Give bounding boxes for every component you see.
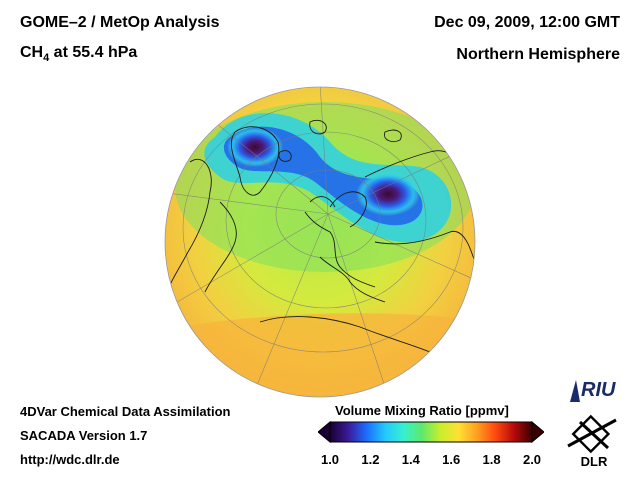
map-subtitle: CH4 at 55.4 hPa	[20, 44, 137, 64]
colorbar-tick-label: 1.0	[320, 452, 340, 467]
colorbar-tick-label: 1.2	[361, 452, 380, 467]
coastlines	[165, 119, 475, 397]
colorbar-min-arrow	[318, 421, 331, 443]
hemisphere-map	[164, 86, 476, 398]
map-title: GOME–2 / MetOp Analysis	[20, 14, 220, 31]
dlr-logo-mark	[567, 414, 617, 454]
footer-method: 4DVar Chemical Data Assimilation	[20, 404, 231, 419]
riu-logo: RIU	[570, 379, 616, 402]
species-subscript: 4	[43, 52, 50, 65]
globe-outline	[164, 86, 476, 398]
colorbar-title: Volume Mixing Ratio [ppmv]	[335, 403, 509, 418]
colorbar-tick-label: 1.6	[442, 452, 461, 467]
colorbar-tick-label: 1.8	[482, 452, 501, 467]
species-name: CH	[20, 44, 44, 61]
colorbar-gradient	[329, 421, 533, 443]
dlr-logo: DLR	[567, 414, 617, 469]
graticule	[165, 87, 475, 397]
riu-logo-text: RIU	[581, 379, 616, 401]
region-label: Northern Hemisphere	[456, 46, 620, 63]
vortex-center-west	[227, 127, 283, 167]
tropical-band	[165, 313, 475, 397]
colorbar-tick-label: 1.4	[401, 452, 420, 467]
footer-version: SACADA Version 1.7	[20, 428, 148, 443]
riu-logo-mark	[570, 380, 580, 402]
footer-url: http://wdc.dlr.de	[20, 452, 120, 467]
datetime-label: Dec 09, 2009, 12:00 GMT	[434, 14, 620, 31]
colorbar	[318, 421, 544, 443]
colorbar-tick-label: 2.0	[522, 452, 542, 467]
dlr-logo-text: DLR	[581, 454, 608, 469]
vortex-center-east	[356, 172, 420, 216]
pressure-level: at 55.4 hPa	[49, 44, 138, 61]
colorbar-max-arrow	[531, 421, 544, 443]
